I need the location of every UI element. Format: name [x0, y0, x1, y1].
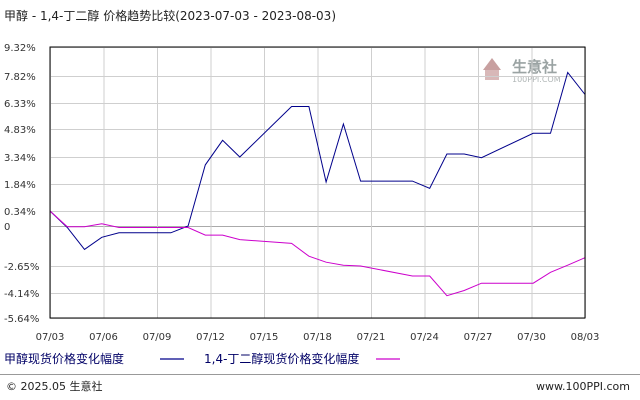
- footer-copyright: © 2025.05 生意社: [6, 379, 102, 393]
- legend-label-bdo: 1,4-丁二醇现货价格变化幅度: [204, 351, 359, 366]
- y-tick-label: 6.33%: [4, 99, 36, 110]
- x-tick-label: 07/21: [357, 332, 386, 343]
- plot-frame: [49, 46, 586, 319]
- y-tick-label: 0.34%: [4, 207, 36, 218]
- watermark-site: 100PPI.COM: [512, 75, 561, 84]
- x-tick-label: 07/12: [196, 332, 225, 343]
- x-axis-ticks: 07/03 07/06 07/09 07/12 07/15 07/18 07/21 07/24…: [36, 332, 600, 343]
- y-tick-label: -2.65%: [4, 262, 39, 273]
- y-tick-label: 7.82%: [4, 72, 36, 83]
- grid: [50, 47, 586, 319]
- y-axis-ticks: 9.32% 7.82% 6.33% 4.83% 3.34% 1.84% 0.34% 0 -2.6…: [4, 43, 39, 325]
- y-tick-label: -5.64%: [4, 314, 39, 325]
- x-tick-label: 07/06: [89, 332, 118, 343]
- y-tick-label: 4.83%: [4, 125, 36, 136]
- series: [49, 71, 586, 297]
- y-tick-label: 9.32%: [4, 43, 36, 54]
- x-tick-label: 07/15: [250, 332, 279, 343]
- footer-url: www.100PPI.com: [536, 380, 630, 393]
- x-tick-label: 07/30: [517, 332, 546, 343]
- y-tick-label: 1.84%: [4, 180, 36, 191]
- x-tick-label: 07/24: [410, 332, 439, 343]
- watermark-name: 生意社: [512, 58, 557, 76]
- watermark-logo: 生意社 100PPI.COM: [483, 58, 561, 84]
- x-tick-label: 07/09: [143, 332, 172, 343]
- series-line-bdo: [49, 210, 586, 297]
- y-tick-label: 0: [4, 222, 10, 233]
- x-tick-label: 07/03: [36, 332, 65, 343]
- y-tick-label: 3.34%: [4, 153, 36, 164]
- legend: 甲醇现货价格变化幅度 1,4-丁二醇现货价格变化幅度: [4, 351, 400, 366]
- x-tick-label: 07/27: [464, 332, 493, 343]
- legend-label-methanol: 甲醇现货价格变化幅度: [4, 351, 124, 366]
- chart-title: 甲醇 - 1,4-丁二醇 价格趋势比较(2023-07-03 - 2023-08…: [4, 8, 336, 23]
- x-tick-label: 07/18: [303, 332, 332, 343]
- series-line-methanol: [49, 71, 586, 251]
- x-tick-label: 08/03: [571, 332, 600, 343]
- y-tick-label: -4.14%: [4, 289, 39, 300]
